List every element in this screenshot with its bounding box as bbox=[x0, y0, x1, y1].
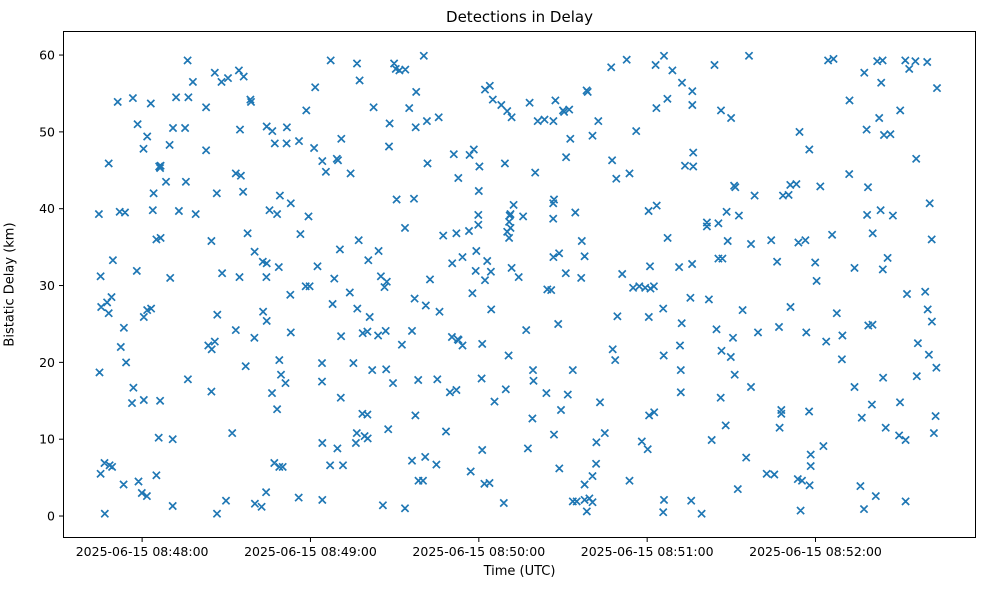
x-tick-label: 2025-06-15 08:49:00 bbox=[244, 544, 377, 559]
y-tick-label: 30 bbox=[39, 278, 55, 293]
scatter-markers bbox=[94, 51, 942, 518]
x-tick-label: 2025-06-15 08:48:00 bbox=[76, 544, 209, 559]
y-tick-label: 10 bbox=[39, 432, 55, 447]
y-tick-label: 60 bbox=[39, 48, 55, 63]
x-tick-label: 2025-06-15 08:52:00 bbox=[749, 544, 882, 559]
x-tick-label: 2025-06-15 08:50:00 bbox=[412, 544, 545, 559]
y-tick-label: 40 bbox=[39, 201, 55, 216]
chart-title: Detections in Delay bbox=[446, 8, 593, 26]
axes-frame bbox=[63, 31, 976, 538]
y-tick-label: 50 bbox=[39, 124, 55, 139]
y-tick-label: 0 bbox=[47, 509, 55, 524]
y-tick-label: 20 bbox=[39, 355, 55, 370]
x-tick-label: 2025-06-15 08:51:00 bbox=[581, 544, 714, 559]
y-axis-label: Bistatic Delay (km) bbox=[2, 222, 18, 347]
x-axis-label: Time (UTC) bbox=[483, 564, 556, 579]
